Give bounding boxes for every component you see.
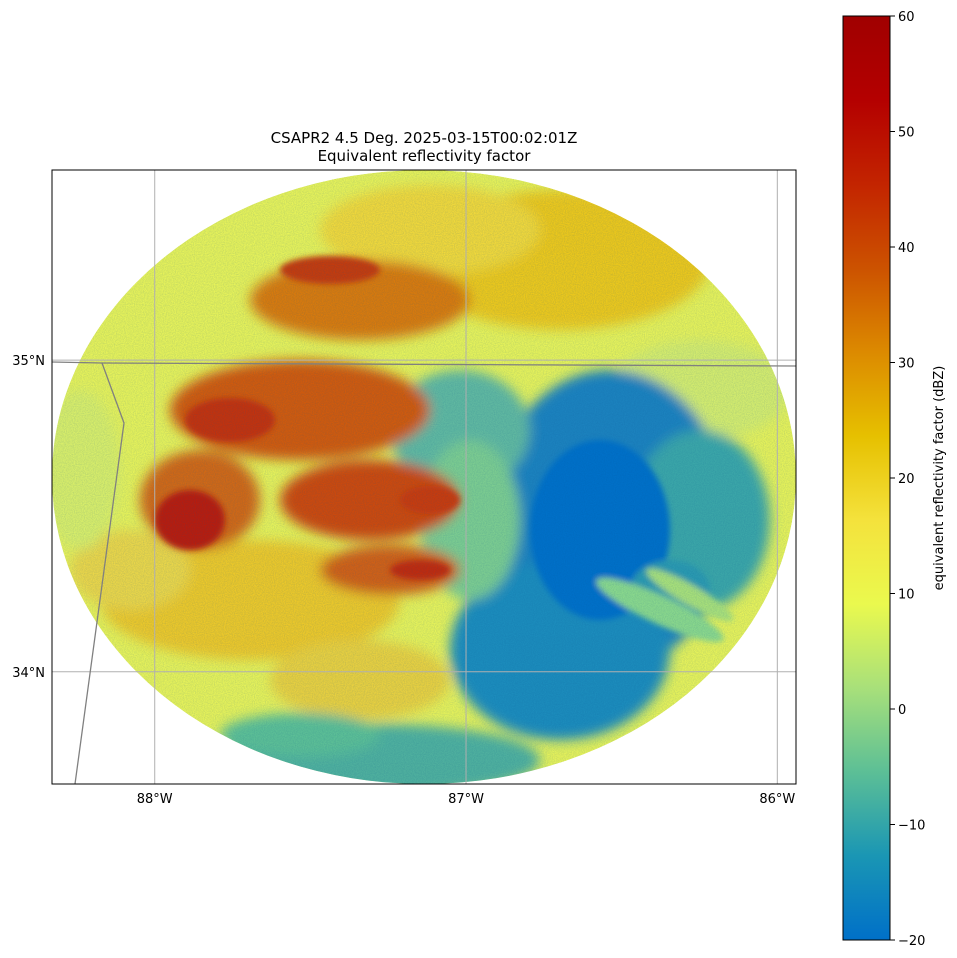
lat-tick-label-1: 34°N <box>12 666 45 681</box>
colorbar-tick-label-7: 50 <box>898 126 915 141</box>
colorbar-tick-label-0: −20 <box>898 934 925 949</box>
lon-tick-label-2: 86°W <box>759 792 795 807</box>
map-gridlines <box>52 170 796 784</box>
colorbar-label: equivalent reflectivity factor (dBZ) <box>932 366 947 591</box>
colorbar-tick-label-5: 30 <box>898 357 915 372</box>
lon-tick-label-0: 88°W <box>137 792 173 807</box>
colorbar-tick-label-1: −10 <box>898 819 925 834</box>
radar-reflectivity-field <box>52 170 796 784</box>
map-axis-ticks: 88°W 87°W 86°W 35°N 34°N <box>12 354 795 807</box>
lon-tick-label-1: 87°W <box>448 792 484 807</box>
chart-subtitle: Equivalent reflectivity factor <box>317 147 531 165</box>
map-area <box>52 170 796 784</box>
colorbar-tick-label-3: 10 <box>898 588 915 603</box>
map-frame <box>51 169 797 785</box>
chart-title: CSAPR2 4.5 Deg. 2025-03-15T00:02:01Z <box>270 129 578 147</box>
colorbar-tick-label-6: 40 <box>898 241 915 256</box>
colorbar-tick-label-2: 0 <box>898 703 906 718</box>
colorbar-bar <box>842 15 891 941</box>
lat-tick-label-0: 35°N <box>12 354 45 369</box>
colorbar-ticks: −20 −10 0 10 20 30 40 50 60 <box>890 10 925 949</box>
colorbar: −20 −10 0 10 20 30 40 50 60 equivalent reflectiv… <box>842 10 947 949</box>
colorbar-tick-label-8: 60 <box>898 10 915 25</box>
state-borders <box>52 361 796 784</box>
colorbar-tick-label-4: 20 <box>898 472 915 487</box>
